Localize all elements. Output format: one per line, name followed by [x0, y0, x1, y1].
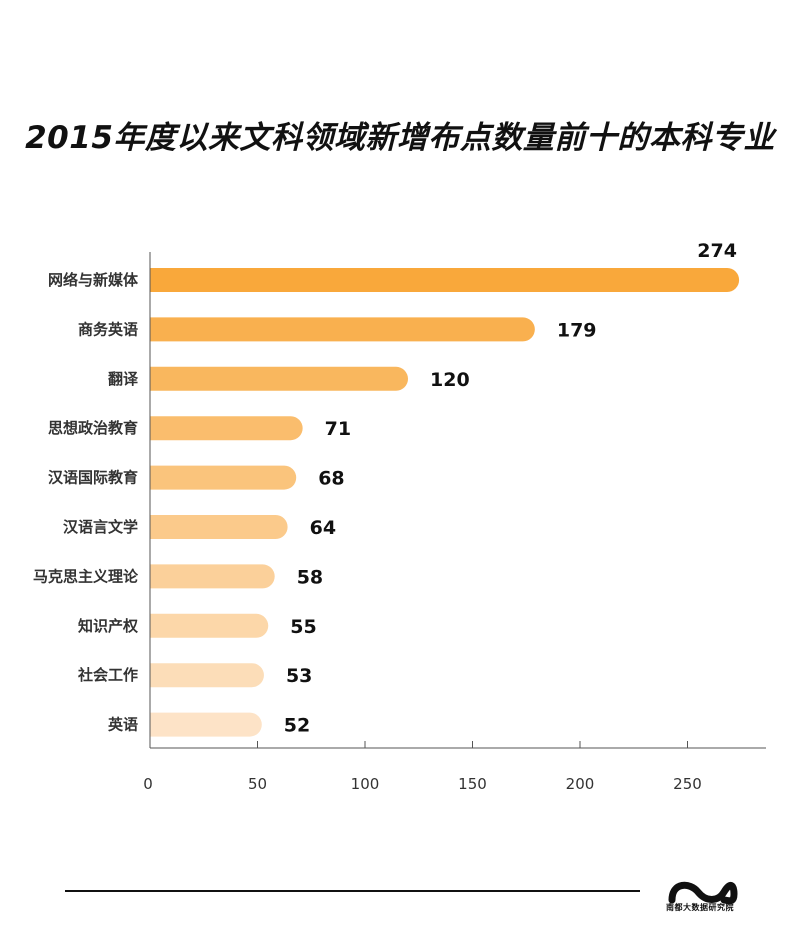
bar-5	[150, 465, 297, 490]
category-label: 翻译	[108, 370, 139, 388]
category-label: 社会工作	[77, 666, 138, 684]
bar-6	[150, 515, 288, 539]
bar-10	[150, 712, 262, 737]
bar-4	[150, 416, 303, 441]
value-label: 52	[284, 715, 310, 737]
bar-9	[150, 663, 264, 688]
category-label: 知识产权	[78, 617, 139, 635]
value-label: 68	[318, 468, 344, 490]
category-label: 商务英语	[78, 320, 138, 338]
category-labels-group: 网络与新媒体商务英语翻译思想政治教育汉语国际教育汉语言文学马克思主义理论知识产权…	[33, 271, 139, 734]
category-label: 汉语国际教育	[48, 469, 138, 487]
x-ticks-group: 0 50 100 150 200 250	[143, 741, 702, 793]
footer-divider	[65, 890, 640, 892]
value-label: 53	[286, 665, 312, 687]
value-label: 71	[325, 418, 351, 440]
value-label: 55	[290, 616, 316, 638]
chart-title: 2015年度以来文科领域新增布点数量前十的本科专业	[25, 120, 775, 156]
value-label: 179	[557, 319, 597, 341]
brand-name: 南都大数据研究院	[666, 903, 734, 912]
bar-3	[150, 366, 408, 391]
bar-8	[150, 613, 269, 638]
value-label: 64	[310, 517, 336, 539]
value-label: 58	[297, 566, 323, 588]
x-tick-label: 150	[458, 775, 487, 793]
category-label: 马克思主义理论	[33, 567, 139, 585]
category-label: 网络与新媒体	[48, 271, 139, 289]
x-tick-label: 250	[673, 775, 702, 793]
bar-7	[150, 564, 275, 589]
bar-2	[150, 317, 535, 342]
x-tick-label: 200	[566, 775, 595, 793]
bar-1	[150, 268, 740, 292]
category-label: 思想政治教育	[48, 419, 138, 437]
x-tick-label: 50	[248, 775, 267, 793]
brand-logo-icon	[668, 881, 738, 905]
value-labels-group: 274 179 120 71 68 64 58 55 53 52	[284, 240, 737, 737]
value-label: 120	[430, 369, 470, 391]
bars-group	[150, 268, 740, 737]
x-tick-label: 100	[351, 775, 380, 793]
category-label: 汉语言文学	[63, 518, 138, 536]
category-label: 英语	[108, 716, 138, 734]
x-tick-label: 0	[143, 775, 153, 793]
value-label: 274	[697, 240, 737, 262]
